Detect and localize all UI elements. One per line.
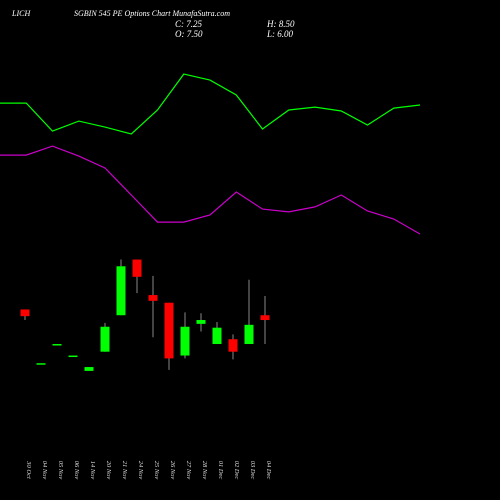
x-tick-label: 14 Nov <box>89 461 96 480</box>
chart-subtitle: SGBIN 545 PE Options Chart MunafaSutra.c… <box>74 9 230 18</box>
indicator-line <box>0 73 421 135</box>
x-tick-label: 21 Nov <box>121 461 128 480</box>
x-tick-label: 06 Nov <box>73 461 80 480</box>
candle-body <box>20 309 30 317</box>
x-tick-label: 30 Oct <box>25 460 32 479</box>
candle-body <box>260 315 270 321</box>
x-tick-label: 02 Dec <box>233 461 240 480</box>
indicator-line <box>0 145 421 235</box>
x-tick-label: 03 Dec <box>249 461 256 480</box>
x-tick-label: 27 Nov <box>185 461 192 480</box>
candle-body <box>52 344 62 346</box>
stat: H: 8.50 <box>266 19 295 29</box>
stat: L: 6.00 <box>266 29 294 39</box>
candle-body <box>180 326 190 356</box>
x-tick-label: 05 Nov <box>57 461 64 480</box>
x-tick-label: 26 Nov <box>169 461 176 480</box>
x-tick-label: 24 Nov <box>137 461 144 480</box>
x-tick-label: 20 Nov <box>105 461 112 480</box>
candle-body <box>196 320 206 324</box>
candle-body <box>164 302 174 359</box>
candle-body <box>228 339 238 352</box>
candle-body <box>36 363 46 365</box>
stat: O: 7.50 <box>175 29 203 39</box>
candle-body <box>244 324 254 345</box>
candle-body <box>212 327 222 345</box>
x-tick-label: 04 Nov <box>41 461 48 480</box>
x-tick-label: 28 Nov <box>201 461 208 480</box>
x-tick-label: 25 Nov <box>153 461 160 480</box>
candle-body <box>68 355 78 358</box>
chart-title: LICH <box>11 9 31 18</box>
candle-body <box>84 367 94 371</box>
candle-body <box>100 326 110 352</box>
x-tick-label: 04 Dec <box>265 461 272 480</box>
stat: C: 7.25 <box>175 19 203 29</box>
candle-body <box>116 266 126 316</box>
x-tick-label: 01 Dec <box>217 461 224 480</box>
candle-body <box>148 295 158 301</box>
candle-body <box>132 259 142 277</box>
